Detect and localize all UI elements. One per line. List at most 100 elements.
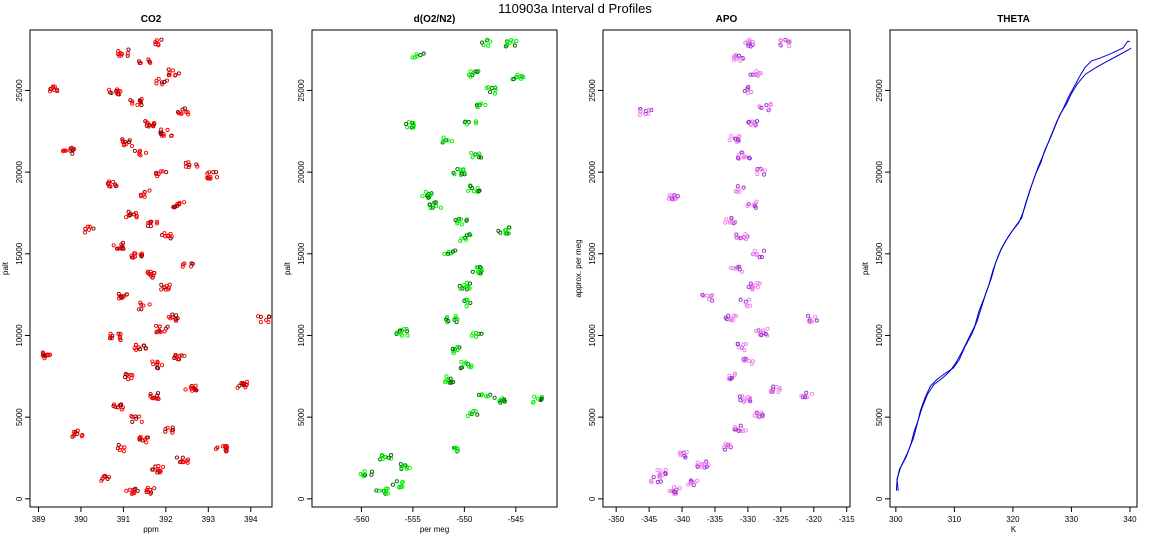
data-point [681, 453, 686, 458]
data-point [140, 438, 145, 443]
data-point [741, 342, 746, 347]
data-point [479, 331, 484, 336]
data-point [147, 188, 152, 193]
data-point [389, 453, 394, 458]
data-point [122, 445, 127, 450]
data-point [767, 107, 772, 112]
data-point [477, 151, 482, 156]
y-tick-label: 10000 [588, 324, 597, 347]
data-point [139, 253, 145, 258]
data-point [378, 457, 383, 462]
data-point [170, 425, 175, 430]
data-point [176, 71, 181, 76]
data-point [748, 44, 753, 49]
data-point [457, 345, 462, 350]
data-point [710, 292, 715, 298]
data-point [155, 393, 160, 398]
data-point [428, 206, 433, 211]
data-point [473, 121, 479, 126]
data-point [684, 450, 689, 455]
data-point [141, 192, 146, 197]
data-point [168, 236, 173, 241]
data-point [514, 75, 520, 80]
data-point [746, 43, 751, 48]
data-point [443, 380, 448, 385]
data-point [757, 255, 762, 260]
data-point [135, 488, 140, 493]
data-point [430, 205, 435, 210]
data-point [179, 111, 184, 116]
data-point [137, 148, 143, 153]
data-point [475, 265, 480, 270]
y-tick-label: 20000 [297, 160, 306, 183]
data-point [750, 285, 755, 290]
data-point [415, 54, 420, 59]
data-point [176, 111, 182, 116]
data-point [532, 394, 537, 399]
data-point [458, 286, 463, 291]
data-point [758, 71, 763, 76]
data-point [411, 125, 416, 130]
data-point [723, 315, 728, 320]
data-point [813, 314, 818, 319]
data-point [745, 41, 751, 46]
data-point [473, 334, 479, 339]
data-point [167, 282, 172, 287]
data-point [531, 400, 536, 405]
data-point [165, 425, 170, 430]
data-point [139, 251, 144, 256]
data-point [182, 353, 187, 358]
data-point [539, 394, 544, 399]
data-point [496, 228, 501, 233]
data-point [87, 224, 92, 229]
data-point [737, 189, 742, 194]
data-point [739, 269, 744, 274]
data-point [158, 131, 163, 137]
data-point [535, 396, 540, 401]
data-point [155, 391, 161, 396]
data-point [121, 449, 126, 454]
data-point [145, 487, 150, 492]
data-point [471, 331, 476, 336]
data-point [649, 108, 654, 113]
data-point [124, 292, 129, 297]
data-point [741, 185, 746, 190]
data-point [768, 102, 773, 107]
data-point [476, 155, 482, 160]
data-point [124, 215, 129, 220]
figure-title: 110903a Interval d Profiles [498, 1, 652, 16]
data-point [144, 489, 149, 495]
data-point [157, 470, 162, 475]
data-point [175, 357, 180, 362]
data-point [177, 200, 182, 205]
data-point [154, 323, 159, 328]
y-tick-label: 0 [588, 496, 597, 501]
data-point [161, 464, 166, 469]
data-point [695, 464, 700, 469]
data-point [195, 164, 200, 169]
data-point [749, 361, 754, 367]
data-point [799, 393, 804, 398]
data-point [445, 251, 451, 256]
data-point [156, 366, 161, 371]
data-point [161, 133, 166, 138]
data-point [480, 40, 485, 45]
data-point [706, 297, 712, 302]
data-point [385, 486, 390, 491]
data-point [754, 69, 759, 74]
data-point [121, 246, 126, 251]
data-point [442, 251, 447, 256]
data-point [465, 297, 470, 302]
data-point [746, 284, 751, 290]
data-point [137, 347, 143, 352]
data-point [476, 153, 481, 158]
data-point [743, 154, 748, 159]
data-point [166, 67, 171, 72]
data-point [183, 164, 189, 169]
data-point [692, 480, 697, 485]
data-point [728, 265, 733, 270]
data-point [181, 460, 186, 465]
data-point [733, 56, 739, 61]
data-point [655, 467, 660, 473]
data-point [736, 152, 741, 157]
